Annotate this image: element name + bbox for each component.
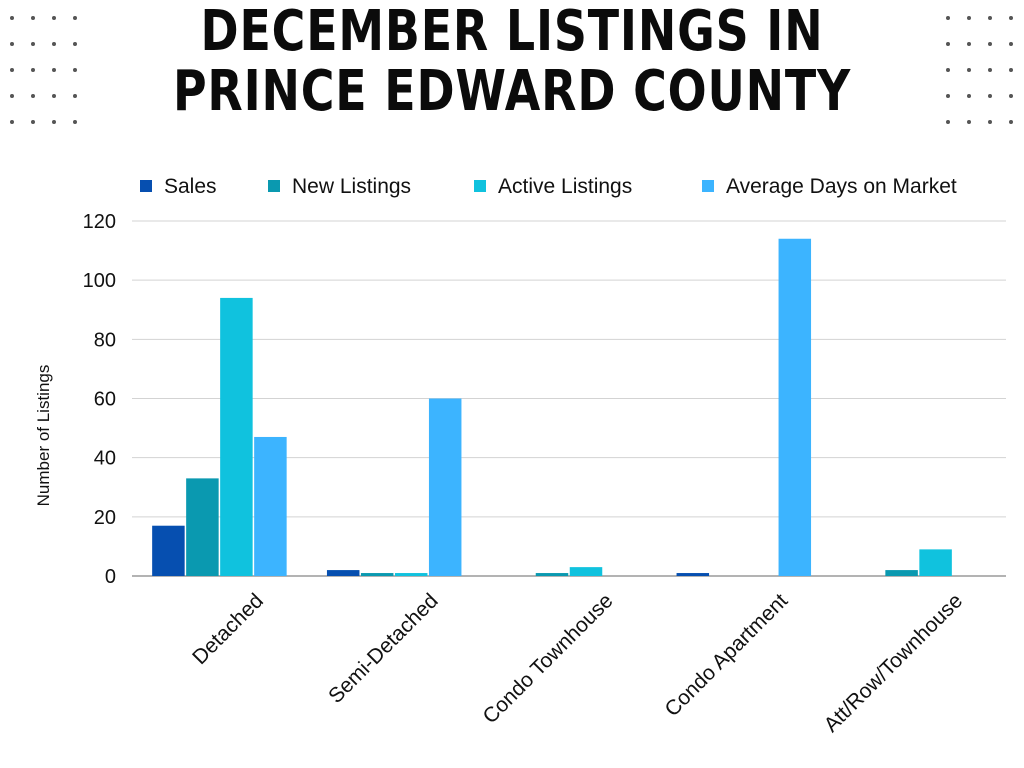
y-axis-label: Number of Listings <box>34 365 53 507</box>
bar-sales <box>676 573 710 576</box>
decorative-dot <box>1009 42 1013 46</box>
y-tick-label: 60 <box>94 389 116 411</box>
chart-title: DECEMBER LISTINGS IN PRINCE EDWARD COUNT… <box>92 2 932 122</box>
legend-swatch <box>474 180 486 192</box>
bar-new-listings <box>535 573 569 576</box>
decorative-dot <box>967 16 971 20</box>
legend-swatch <box>702 180 714 192</box>
bar-average-days-on-market <box>428 398 462 576</box>
title-line-2: PRINCE EDWARD COUNTY <box>172 59 852 124</box>
bar-new-listings <box>186 478 219 576</box>
bar-new-listings <box>360 573 394 576</box>
decorative-dot <box>1009 68 1013 72</box>
decorative-dot <box>73 16 77 20</box>
y-tick-label: 0 <box>105 566 116 588</box>
y-tick-label: 120 <box>83 211 116 233</box>
decorative-dot-grid-left <box>10 16 77 124</box>
x-tick-label: Detached <box>188 589 268 669</box>
x-tick-label: Att/Row/Townhouse <box>820 589 968 737</box>
decorative-dot <box>73 68 77 72</box>
decorative-dot <box>31 94 35 98</box>
y-tick-label: 100 <box>83 270 116 292</box>
decorative-dot <box>1009 120 1013 124</box>
legend-label: Average Days on Market <box>726 175 957 198</box>
y-tick-label: 20 <box>94 507 116 529</box>
title-line-1: DECEMBER LISTINGS IN <box>200 0 824 64</box>
legend-label: New Listings <box>292 175 411 198</box>
y-tick-label: 40 <box>94 448 116 470</box>
legend-swatch <box>268 180 280 192</box>
decorative-dot <box>946 120 950 124</box>
decorative-dot <box>946 42 950 46</box>
legend-label: Sales <box>164 175 217 198</box>
decorative-dot <box>1009 94 1013 98</box>
legend-label: Active Listings <box>498 175 632 198</box>
decorative-dot <box>10 68 14 72</box>
decorative-dot <box>10 94 14 98</box>
decorative-dot <box>52 120 56 124</box>
decorative-dot <box>73 120 77 124</box>
decorative-dot <box>31 68 35 72</box>
decorative-dot <box>967 94 971 98</box>
decorative-dot <box>946 68 950 72</box>
decorative-dot <box>52 16 56 20</box>
bar-sales <box>326 570 360 576</box>
decorative-dot <box>946 16 950 20</box>
bar-active-listings <box>919 549 952 576</box>
legend-swatch <box>140 180 152 192</box>
bar-active-listings <box>569 567 603 576</box>
decorative-dot <box>31 120 35 124</box>
decorative-dot <box>988 94 992 98</box>
decorative-dot <box>52 94 56 98</box>
bar-average-days-on-market <box>778 238 812 576</box>
decorative-dot <box>73 42 77 46</box>
y-tick-label: 80 <box>94 329 116 351</box>
decorative-dot <box>946 94 950 98</box>
x-tick-label: Condo Townhouse <box>479 589 618 728</box>
decorative-dot <box>10 120 14 124</box>
x-tick-label: Condo Apartment <box>661 589 793 721</box>
decorative-dot <box>10 42 14 46</box>
decorative-dot <box>1009 16 1013 20</box>
bar-average-days-on-market <box>254 436 287 576</box>
bar-active-listings <box>394 573 428 576</box>
decorative-dot <box>73 94 77 98</box>
decorative-dot <box>967 120 971 124</box>
decorative-dot <box>988 120 992 124</box>
decorative-dot-grid-right <box>946 16 1013 124</box>
x-tick-label: Semi-Detached <box>324 589 443 708</box>
decorative-dot <box>52 42 56 46</box>
decorative-dot <box>31 42 35 46</box>
decorative-dot <box>52 68 56 72</box>
decorative-dot <box>967 42 971 46</box>
decorative-dot <box>988 16 992 20</box>
bar-new-listings <box>885 570 918 576</box>
decorative-dot <box>967 68 971 72</box>
decorative-dot <box>31 16 35 20</box>
decorative-dot <box>988 68 992 72</box>
decorative-dot <box>988 42 992 46</box>
bar-active-listings <box>220 297 253 576</box>
bar-sales <box>152 525 185 576</box>
decorative-dot <box>10 16 14 20</box>
